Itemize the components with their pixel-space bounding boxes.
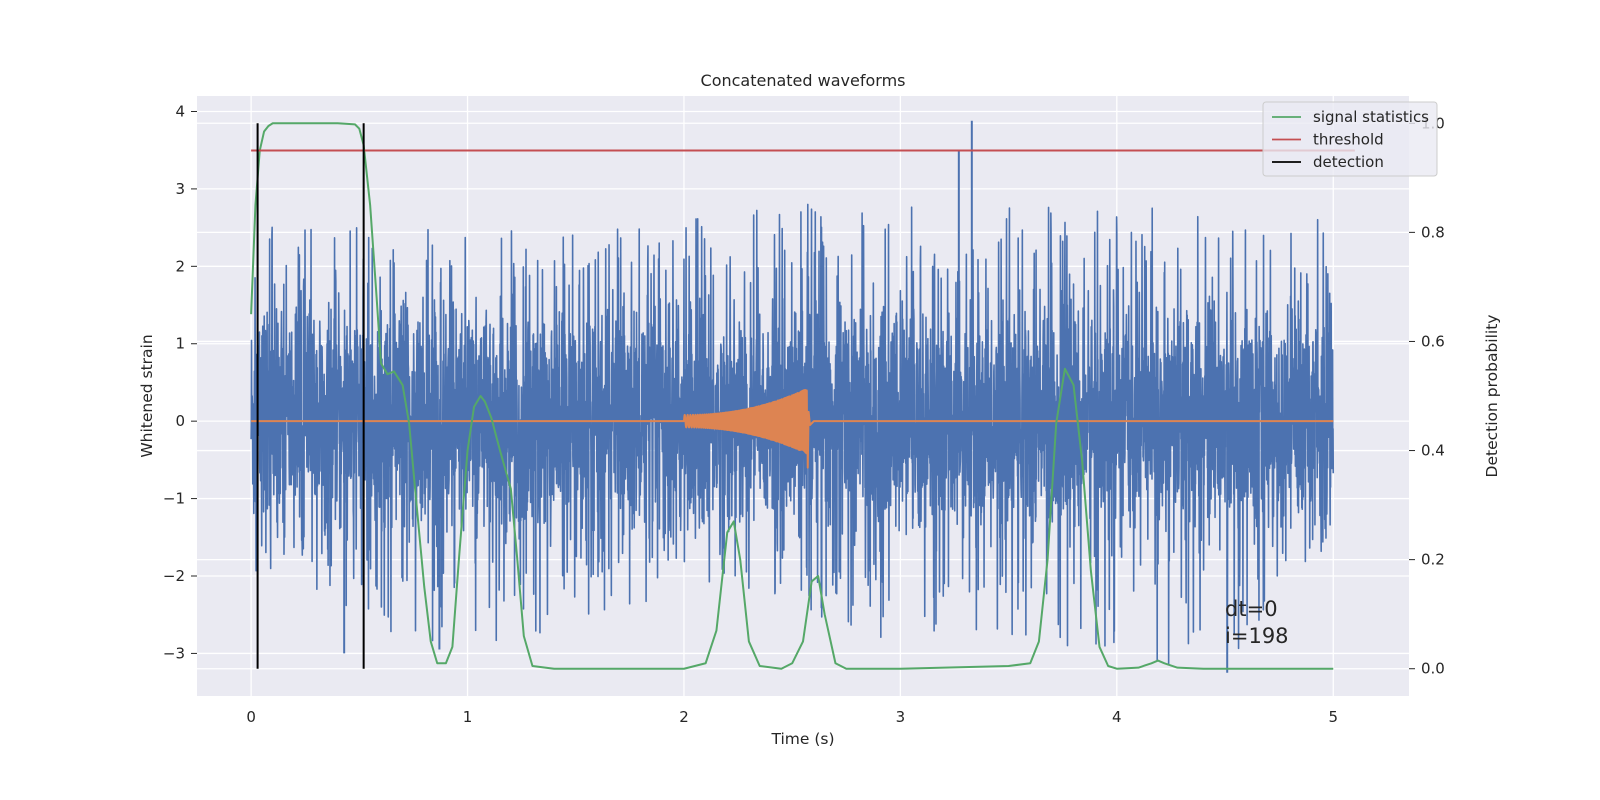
y2-axis-label: Detection probability bbox=[1483, 315, 1501, 478]
x-tick-label: 1 bbox=[463, 708, 473, 726]
legend-box bbox=[1262, 101, 1438, 177]
y-tick-label: −2 bbox=[163, 567, 185, 585]
y-tick-label: 0 bbox=[175, 412, 185, 430]
y-tick-label: 2 bbox=[175, 257, 185, 275]
annotation-i: i=198 bbox=[1225, 624, 1289, 648]
y-tick-label: 1 bbox=[175, 335, 185, 353]
chart-title: Concatenated waveforms bbox=[701, 71, 906, 90]
x-tick-label: 5 bbox=[1328, 708, 1338, 726]
legend: signal statistics threshold detection bbox=[1262, 101, 1438, 177]
y2-tick-label: 0.2 bbox=[1421, 551, 1445, 569]
y2-tick-label: 0.8 bbox=[1421, 223, 1445, 241]
y-axis-label: Whitened strain bbox=[138, 334, 156, 457]
data-layer bbox=[250, 120, 1355, 673]
annotations: dt=0 i=198 bbox=[1225, 597, 1289, 648]
x-tick-label: 0 bbox=[246, 708, 256, 726]
legend-label-detection: detection bbox=[1313, 153, 1384, 171]
x-tick-label: 3 bbox=[896, 708, 906, 726]
legend-label-signal-statistics: signal statistics bbox=[1313, 108, 1429, 126]
y2-tick-label: 0.0 bbox=[1421, 660, 1445, 678]
x-axis-label: Time (s) bbox=[770, 730, 834, 748]
x-tick-label: 2 bbox=[679, 708, 689, 726]
annotation-dt: dt=0 bbox=[1225, 597, 1278, 621]
strain-noise-line bbox=[250, 203, 1335, 666]
signal-statistics-line bbox=[250, 122, 1334, 670]
y-tick-label: 4 bbox=[175, 102, 185, 120]
legend-label-threshold: threshold bbox=[1313, 131, 1384, 149]
y2-tick-label: 0.4 bbox=[1421, 442, 1445, 460]
injected-signal-line bbox=[251, 389, 1334, 469]
y-tick-label: 3 bbox=[175, 180, 185, 198]
y2-tick-label: 0.6 bbox=[1421, 332, 1445, 350]
y-tick-label: −3 bbox=[163, 644, 185, 662]
y-tick-label: −1 bbox=[163, 490, 185, 508]
x-tick-label: 4 bbox=[1112, 708, 1122, 726]
